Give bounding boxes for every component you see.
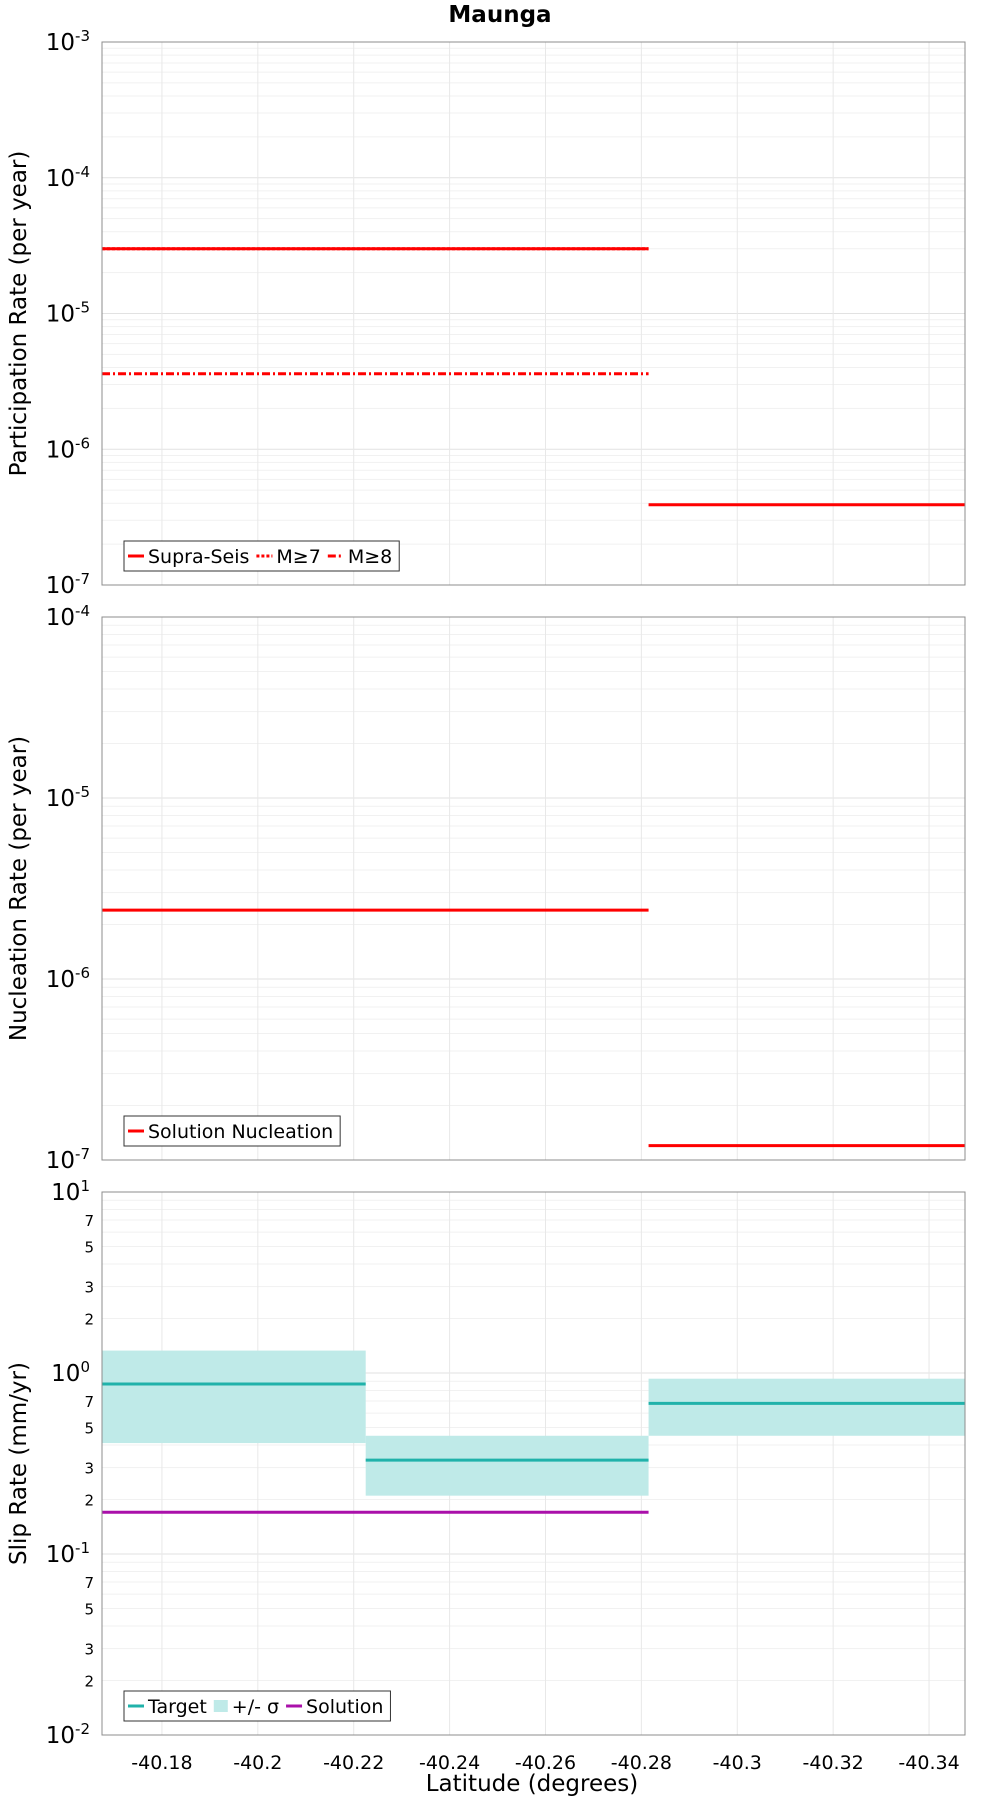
x-tick-label: -40.3 — [713, 1752, 762, 1774]
x-tick-label: -40.2 — [233, 1752, 282, 1774]
y-tick-label: 10-3 — [46, 27, 90, 56]
y-minor-tick-label: 2 — [84, 1492, 94, 1510]
legend: Target +/- σ Solution — [123, 1690, 391, 1722]
legend-frame — [123, 1690, 391, 1722]
legend-label: Target — [147, 1696, 207, 1718]
y-minor-tick-label: 3 — [84, 1641, 94, 1659]
plot-frame — [101, 616, 966, 1161]
plot-frame — [101, 1191, 966, 1736]
x-tick-label: -40.22 — [323, 1752, 384, 1774]
y-minor-tick-label: 5 — [84, 1419, 94, 1437]
panel-nucleation: 10-7 10-6 10-5 10-4 Nucleation Rate (per yea… — [6, 602, 966, 1174]
y-axis-title: Nucleation Rate (per year) — [6, 736, 32, 1041]
legend-label: M≥8 — [348, 546, 392, 568]
x-tick-label: -40.18 — [131, 1752, 192, 1774]
plot-area — [102, 617, 965, 1160]
y-minor-tick-label: 7 — [84, 1574, 94, 1592]
x-tick-label: -40.32 — [803, 1752, 864, 1774]
y-tick-label: 10-7 — [46, 1145, 90, 1174]
band-segment — [648, 1378, 965, 1436]
y-tick-label: 10-4 — [46, 163, 90, 192]
x-tick-label: -40.34 — [898, 1752, 959, 1774]
y-tick-label: 10-7 — [46, 570, 90, 599]
y-tick-label: 10-6 — [46, 434, 90, 463]
y-tick-label: 10-4 — [46, 602, 90, 631]
y-minor-tick-label: 2 — [84, 1673, 94, 1691]
x-tick-label: -40.28 — [611, 1752, 672, 1774]
band-segment — [102, 1350, 366, 1444]
x-tick-label: -40.24 — [419, 1752, 480, 1774]
legend-label: M≥7 — [276, 546, 320, 568]
legend-label: Supra-Seis — [148, 546, 249, 568]
y-axis-title: Participation Rate (per year) — [6, 151, 32, 477]
chart-panels: 10-7 10-6 10-5 10-4 10-3 Participation Rate (… — [6, 27, 966, 1774]
y-minor-tick-label: 7 — [84, 1212, 94, 1230]
legend: Solution Nucleation — [123, 1115, 341, 1147]
band-segment — [365, 1435, 649, 1496]
legend: Supra-Seis M≥7 M≥8 — [123, 540, 400, 572]
legend-label: Solution Nucleation — [148, 1121, 333, 1143]
y-tick-label: 101 — [51, 1177, 90, 1206]
y-minor-tick-label: 3 — [84, 1279, 94, 1297]
y-minor-tick-label: 3 — [84, 1460, 94, 1478]
legend-frame — [123, 1115, 341, 1147]
panel-participation: 10-7 10-6 10-5 10-4 10-3 Participation Rate (… — [6, 27, 966, 599]
y-tick-label: 10-5 — [46, 299, 90, 328]
x-tick-label: -40.26 — [515, 1752, 576, 1774]
panel-slip: 10-2 10-1 100 101 2 2 2 3 3 3 5 5 5 7 7 7 Slip Rate (mm/… — [6, 1177, 966, 1774]
x-axis-title: Latitude (degrees) — [426, 1771, 639, 1797]
legend-label: +/- σ — [232, 1696, 279, 1718]
legend-label: Solution — [306, 1696, 383, 1718]
y-axis-title: Slip Rate (mm/yr) — [6, 1362, 32, 1565]
y-minor-tick-label: 5 — [84, 1238, 94, 1256]
y-minor-tick-label: 5 — [84, 1600, 94, 1618]
y-minor-tick-label: 7 — [84, 1393, 94, 1411]
plot-frame — [101, 41, 966, 586]
y-tick-label: 10-6 — [46, 964, 90, 993]
y-tick-label: 10-1 — [46, 1539, 90, 1568]
y-tick-label: 100 — [51, 1358, 90, 1387]
y-tick-label: 10-2 — [46, 1720, 90, 1749]
legend-swatch — [213, 1700, 228, 1712]
y-minor-tick-label: 2 — [84, 1311, 94, 1329]
y-tick-label: 10-5 — [46, 783, 90, 812]
chart-title: Maunga — [448, 2, 551, 28]
